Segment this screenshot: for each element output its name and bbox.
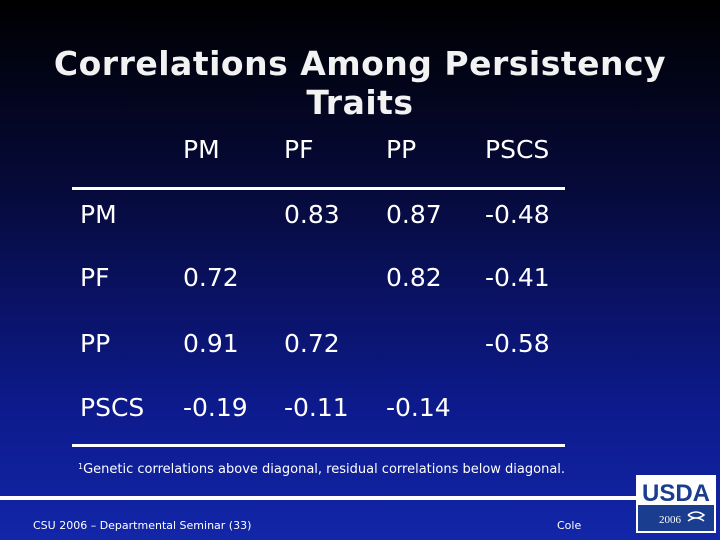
table-cell: 0.72 [284, 329, 340, 358]
table-cell: 0.91 [183, 329, 239, 358]
row-label-pm: PM [80, 200, 117, 229]
table-cell: -0.11 [284, 393, 349, 422]
col-header-pf: PF [284, 135, 314, 164]
col-header-pp: PP [386, 135, 417, 164]
slide-title: Correlations Among Persistency Traits [53, 44, 667, 122]
table-cell: 0.83 [284, 200, 340, 229]
logo-year: 2006 [659, 514, 682, 526]
col-header-pm: PM [183, 135, 220, 164]
col-header-pscs: PSCS [485, 135, 550, 164]
row-label-pf: PF [80, 263, 110, 292]
table-cell: -0.19 [183, 393, 248, 422]
table-cell: -0.48 [485, 200, 550, 229]
footnote-text: Genetic correlations above diagonal, res… [83, 462, 566, 477]
footnote-marker: 1 [78, 462, 84, 471]
row-label-pscs: PSCS [80, 393, 145, 422]
table-cell: -0.41 [485, 263, 550, 292]
table-cell: 0.87 [386, 200, 442, 229]
table-cell: -0.14 [386, 393, 451, 422]
table-cell: -0.58 [485, 329, 550, 358]
footer-divider [0, 496, 636, 500]
table-cell: 0.72 [183, 263, 239, 292]
footer-presentation-label: CSU 2006 – Departmental Seminar (33) [33, 519, 252, 532]
row-label-pp: PP [80, 329, 111, 358]
usda-logo-text: USDA [642, 480, 710, 507]
table-cell: 0.82 [386, 263, 442, 292]
usda-logo-icon: USDA 2006 [636, 475, 716, 533]
table-top-rule [72, 187, 565, 190]
footnote: 1Genetic correlations above diagonal, re… [78, 462, 565, 477]
table-bottom-rule [72, 444, 565, 447]
footer-author: Cole [557, 519, 582, 532]
